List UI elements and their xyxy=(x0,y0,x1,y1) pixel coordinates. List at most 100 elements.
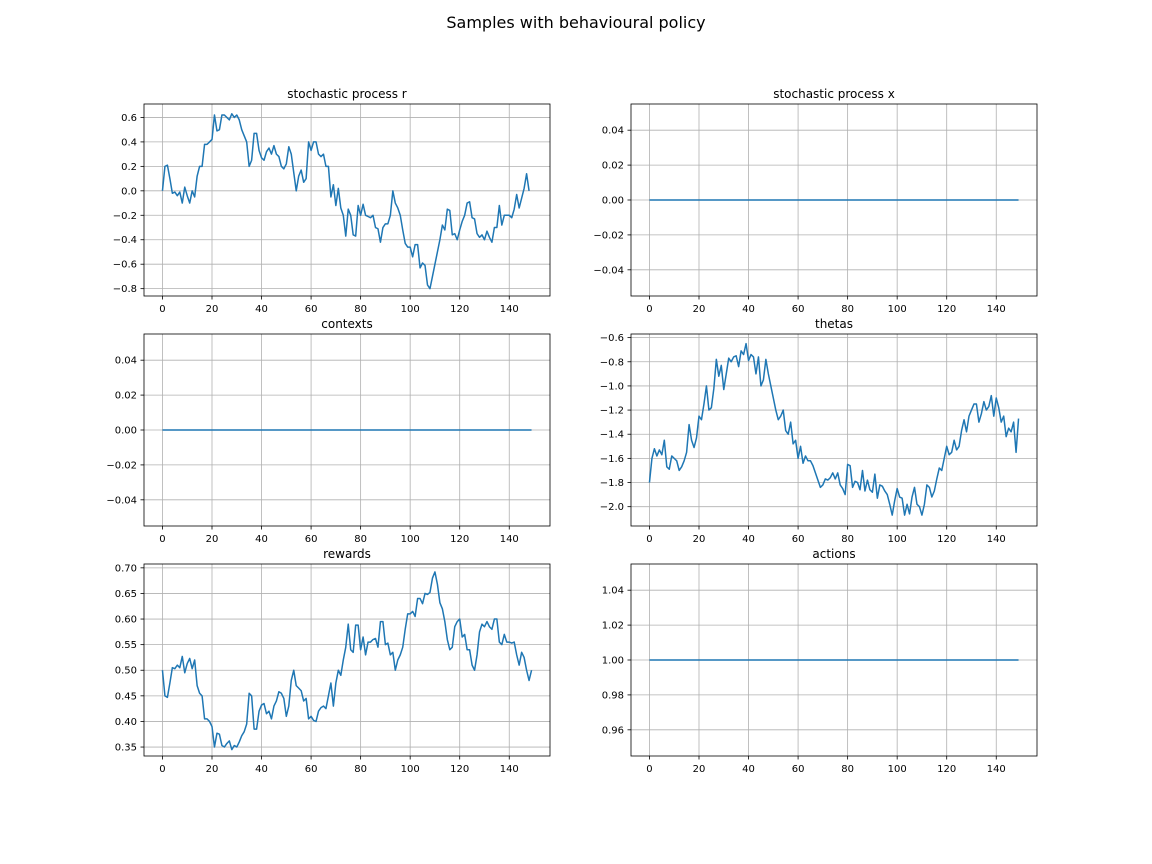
subplot-6: 0 20 40 60 80 100 120 140 1.04 1.02 1.00 0.98 0.96 ac… xyxy=(602,547,1038,775)
x-tick-label: 0 xyxy=(159,534,165,545)
x-tick-label: 60 xyxy=(792,304,805,315)
y-tick-label: −1.4 xyxy=(600,430,624,441)
x-tick-label: 80 xyxy=(841,534,854,545)
x-tick-label: 60 xyxy=(305,304,318,315)
y-tick-label: 0.70 xyxy=(115,563,137,574)
y-tick-label: −2.0 xyxy=(600,502,624,513)
subplot-title: stochastic process x xyxy=(773,87,895,101)
x-tick-label: 80 xyxy=(841,304,854,315)
y-tick-label: −0.4 xyxy=(113,235,137,246)
x-tick-label: 80 xyxy=(354,764,367,775)
x-tick-label: 120 xyxy=(937,304,956,315)
x-tick-label: 140 xyxy=(987,764,1006,775)
series-line xyxy=(161,571,533,751)
x-tick-label: 80 xyxy=(841,764,854,775)
y-tick-label: 0.65 xyxy=(115,589,137,600)
x-tick-label: 60 xyxy=(792,534,805,545)
y-tick-label: 1.00 xyxy=(602,656,624,667)
y-tick-label: 0.4 xyxy=(121,137,137,148)
x-tick-label: 20 xyxy=(206,764,219,775)
y-tick-label: −1.8 xyxy=(600,478,624,489)
y-tick-label: 0.02 xyxy=(602,161,624,172)
subplot-3: 0 20 40 60 80 100 120 140 0.04 0.02 0.00 −0.02 −0.04… xyxy=(106,317,551,545)
axes-frame xyxy=(630,333,1038,527)
y-tick-label: 0.55 xyxy=(115,640,137,651)
y-tick-label: 0.00 xyxy=(115,426,137,437)
x-tick-label: 140 xyxy=(500,534,519,545)
y-tick-label: 0.6 xyxy=(121,113,137,124)
subplot-4: 0 20 40 60 80 100 120 140 −0.6 −0.8 −1.0 −1.2 −1.4 −1… xyxy=(600,317,1038,545)
x-tick-label: 20 xyxy=(693,534,706,545)
subplot-title: contexts xyxy=(321,317,372,331)
axes-frame xyxy=(143,563,551,757)
x-tick-label: 60 xyxy=(305,764,318,775)
y-tick-label: −0.04 xyxy=(593,265,624,276)
x-tick-label: 20 xyxy=(206,304,219,315)
subplot-2: 0 20 40 60 80 100 120 140 0.04 0.02 0.00 −0.02 −0.04… xyxy=(593,87,1038,315)
y-tick-label: 0.50 xyxy=(115,666,137,677)
x-tick-label: 60 xyxy=(305,534,318,545)
x-tick-label: 80 xyxy=(354,534,367,545)
x-tick-label: 40 xyxy=(255,304,268,315)
x-tick-label: 100 xyxy=(401,534,420,545)
subplot-1: 0 20 40 60 80 100 120 140 0.6 0.4 0.2 0.0 −0.2 −0.4 −0… xyxy=(113,87,551,315)
y-tick-label: −0.02 xyxy=(106,460,137,471)
y-tick-label: 1.04 xyxy=(602,586,624,597)
x-tick-label: 40 xyxy=(742,304,755,315)
y-tick-label: −0.04 xyxy=(106,495,137,506)
y-tick-label: −0.2 xyxy=(113,211,137,222)
subplot-5: 0 20 40 60 80 100 120 140 0.70 0.65 0.60 0.55 0.50 0.… xyxy=(115,547,551,775)
x-tick-label: 120 xyxy=(450,304,469,315)
y-tick-label: −0.8 xyxy=(113,284,137,295)
x-tick-label: 140 xyxy=(987,304,1006,315)
y-tick-label: 0.60 xyxy=(115,615,137,626)
x-tick-label: 40 xyxy=(255,764,268,775)
x-tick-label: 100 xyxy=(888,764,907,775)
y-tick-label: −0.6 xyxy=(600,333,624,344)
y-tick-label: 0.96 xyxy=(602,725,624,736)
y-tick-label: 0.35 xyxy=(115,743,137,754)
y-tick-label: 0.00 xyxy=(602,196,624,207)
x-tick-label: 0 xyxy=(646,764,652,775)
axes-frame xyxy=(143,103,551,297)
x-tick-label: 100 xyxy=(888,304,907,315)
x-tick-label: 120 xyxy=(450,764,469,775)
x-tick-label: 40 xyxy=(255,534,268,545)
y-tick-label: −0.6 xyxy=(113,260,137,271)
subplot-title: stochastic process r xyxy=(287,87,406,101)
subplot-title: rewards xyxy=(323,547,371,561)
x-tick-label: 120 xyxy=(450,534,469,545)
x-tick-label: 20 xyxy=(693,304,706,315)
x-tick-label: 0 xyxy=(159,304,165,315)
x-tick-label: 140 xyxy=(987,534,1006,545)
x-tick-label: 80 xyxy=(354,304,367,315)
y-tick-label: −1.6 xyxy=(600,454,624,465)
figure-title: Samples with behavioural policy xyxy=(446,13,706,32)
x-tick-label: 0 xyxy=(646,304,652,315)
y-tick-label: −0.02 xyxy=(593,230,624,241)
y-tick-label: −0.8 xyxy=(600,357,624,368)
series-line xyxy=(648,342,1020,516)
x-tick-label: 140 xyxy=(500,764,519,775)
y-tick-label: 1.02 xyxy=(602,621,624,632)
subplot-title: actions xyxy=(812,547,855,561)
y-tick-label: 0.0 xyxy=(121,186,137,197)
y-tick-label: 0.04 xyxy=(602,126,624,137)
x-tick-label: 100 xyxy=(401,304,420,315)
subplot-title: thetas xyxy=(815,317,853,331)
x-tick-label: 20 xyxy=(693,764,706,775)
y-tick-label: 0.45 xyxy=(115,691,137,702)
x-tick-label: 40 xyxy=(742,764,755,775)
x-tick-label: 20 xyxy=(206,534,219,545)
x-tick-label: 120 xyxy=(937,534,956,545)
y-tick-label: 0.2 xyxy=(121,162,137,173)
x-tick-label: 0 xyxy=(646,534,652,545)
y-tick-label: 0.40 xyxy=(115,717,137,728)
series-line xyxy=(161,113,530,290)
y-tick-label: 0.98 xyxy=(602,690,624,701)
x-tick-label: 100 xyxy=(401,764,420,775)
y-tick-label: 0.02 xyxy=(115,391,137,402)
x-tick-label: 60 xyxy=(792,764,805,775)
y-tick-label: −1.2 xyxy=(600,406,624,417)
